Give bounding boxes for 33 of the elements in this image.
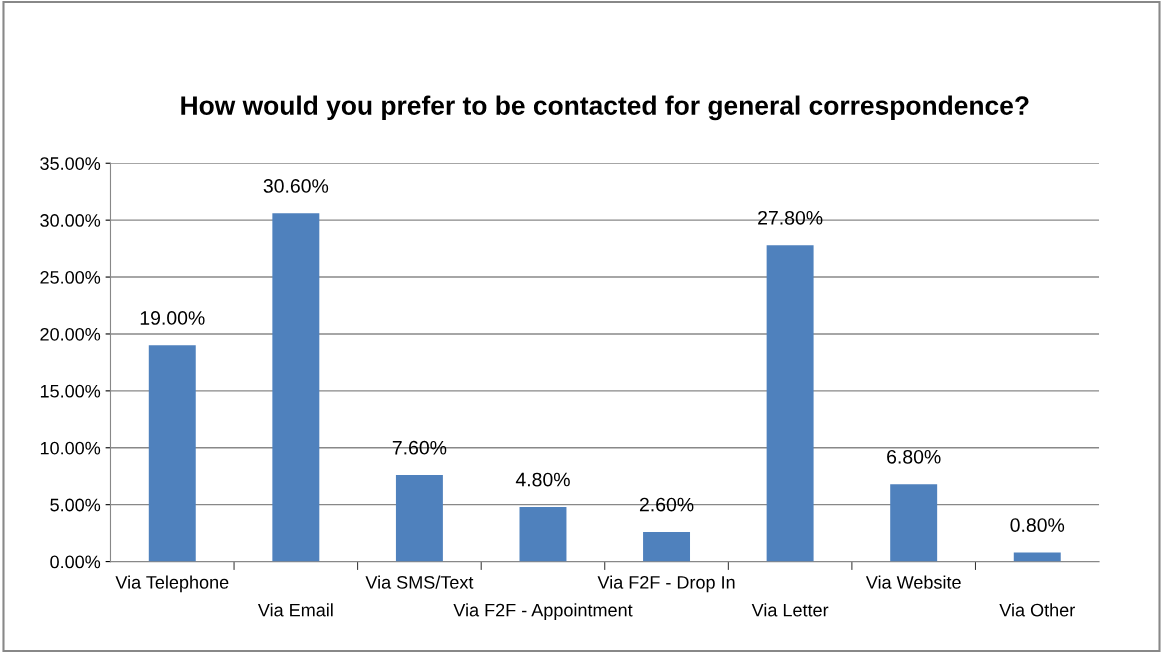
data-label: 2.60% <box>639 497 694 512</box>
data-label: 4.80% <box>515 472 570 487</box>
x-tick-label: Via Email <box>257 603 333 617</box>
bar <box>148 345 196 562</box>
y-tick-label: 10.00% <box>40 441 101 455</box>
bar <box>395 475 443 562</box>
bar <box>519 506 567 562</box>
y-tick-label: 0.00% <box>50 555 101 569</box>
data-label: 30.60% <box>263 179 329 193</box>
bar <box>890 484 938 562</box>
y-tick-label: 30.00% <box>40 214 101 227</box>
data-label: 19.00% <box>140 311 205 325</box>
x-tick-label: Via Letter <box>751 603 829 617</box>
bar <box>766 245 814 562</box>
bar <box>272 213 320 562</box>
data-label: 6.80% <box>887 449 941 464</box>
x-tick-label: Via F2F - Drop In <box>597 575 735 593</box>
y-tick-label: 15.00% <box>40 384 101 398</box>
data-label: 0.80% <box>1010 518 1065 532</box>
data-label: 7.60% <box>392 440 447 455</box>
y-tick-label: 20.00% <box>40 327 101 341</box>
y-tick-label: 25.00% <box>40 270 101 284</box>
bar <box>1013 552 1061 562</box>
x-tick-label: Via Website <box>865 575 961 589</box>
x-tick-label: Via F2F - Appointment <box>453 603 633 621</box>
x-tick-label: Via Other <box>999 603 1075 617</box>
x-tick-label: Via SMS/Text <box>365 575 474 589</box>
chart-title: How would you prefer to be contacted for general correspondence? <box>181 95 1029 121</box>
y-tick-label: 5.00% <box>50 498 101 512</box>
bar <box>643 531 691 562</box>
x-tick-label: Via Telephone <box>115 575 229 593</box>
y-tick-label: 35.00% <box>40 157 101 170</box>
data-label: 27.80% <box>758 210 823 225</box>
